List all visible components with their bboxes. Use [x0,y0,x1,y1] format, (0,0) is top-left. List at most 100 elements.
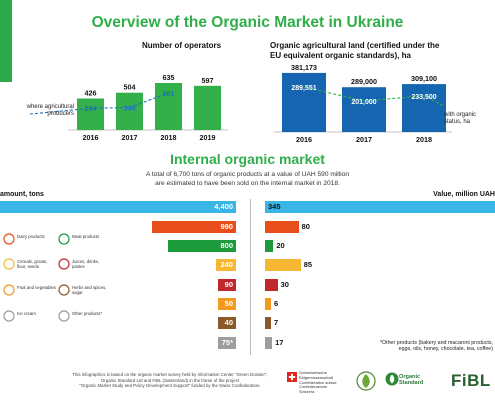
operators-producers-label: 294 [85,106,97,113]
operators-producers-line [29,92,169,115]
operators-bar [155,83,182,130]
herb-icon [58,284,70,296]
note-line-2: eggs, oils, honey, chocolate, tea, coffe… [398,346,493,353]
value-label: 7 [274,318,279,327]
herb-icon-shape [58,284,70,296]
fibl-logo: FiBL [451,371,491,390]
juice-icon-shape [58,258,70,270]
value-bar [265,279,278,291]
land-organic-label: 233,500 [411,94,436,101]
land-legend-label: with organic status, ha [444,112,477,125]
operators-bar [116,92,143,130]
footer-credits: This infographics is based on the organi… [60,372,280,389]
category-label: Fruit and vegetables [17,285,56,290]
category-label: Meat products [72,234,100,239]
value-bar [265,317,271,329]
operators-value-label: 504 [124,83,136,92]
value-label: 20 [276,241,285,250]
total-amount-bar: 4,400 [0,201,236,213]
land-organic-label: 201,000 [351,99,376,106]
amount-axis-label: amount, tons [0,191,44,198]
value-bar [265,298,271,310]
market-title: Internal organic market [170,151,325,167]
market-subtitle: A total of 6,700 tons of organic product… [0,171,495,188]
organic-standard-logo-text: Organic Standard [399,374,424,386]
operators-x-tick: 2016 [83,133,99,142]
market-subtitle-line-2: are estimated to have been sold on the i… [155,179,340,187]
category-label: Ice cream [17,311,36,316]
operators-chart-title: Number of operators [142,41,222,50]
note-line-1: *Other products (bakery and macaroni pro… [379,340,493,346]
amount-bar: 40 [218,317,236,329]
footer-line-1: This infographics is based on the organi… [72,372,268,377]
category-label: Juices, drinks, pastes [72,259,100,269]
green-side-stripe [0,0,12,82]
milk-icon-shape [3,233,15,245]
leaf-icon [58,310,70,322]
meat-icon-shape [58,233,70,245]
swiss-confederation-text: Schweizerische Eidgenossenschaft Confédé… [299,370,337,395]
footer-line-3: "Organic Market Study and Policy Develop… [79,383,261,388]
value-bar [265,337,273,349]
value-axis-label: Value, million UAH [433,191,495,198]
land-x-tick: 2018 [416,135,432,144]
ice-cream-icon [3,310,15,322]
grain-icon-shape [3,258,15,270]
land-x-tick: 2016 [296,135,312,144]
juice-icon [58,258,70,270]
vegetable-icon [3,284,15,296]
land-chart: 381,173 2016 289,000 2017 309,100 2018 289,551… [274,64,452,144]
footer-line-2: Organic Standard Ltd and FiBL (Switzerla… [100,377,240,383]
land-bar [282,72,326,132]
amount-bar: 75* [218,337,236,349]
land-chart-title: Organic agricultural land (certified und… [270,41,440,60]
operators-bar [77,98,104,130]
value-label: 85 [303,260,313,269]
amount-bar: 240 [215,259,236,271]
market-axis-divider [250,199,251,355]
ice-cream-icon-shape [3,310,15,322]
category-label: Dairy products [17,234,45,239]
category-label: Herbs and spices, sugar [72,285,107,295]
operators-x-tick: 2018 [161,133,177,142]
amount-bar: 90 [218,279,236,291]
page-title: Overview of the Organic Market in Ukrain… [91,14,404,31]
operators-value-label: 426 [85,88,97,97]
operators-x-tick: 2019 [200,133,216,142]
green-dossier-logo-icon [356,371,376,391]
operators-value-label: 597 [202,76,214,85]
category-label: Other products* [72,311,103,316]
organic-standard-logo-icon [385,372,399,386]
land-bar [402,84,446,132]
amount-bar: 990 [151,221,236,233]
operators-chart: 426 2016 504 2017 635 2018 597 2019 294 304 501 [29,73,228,142]
value-bar [265,221,299,233]
operators-producers-label: 501 [163,91,175,98]
value-label: 30 [280,280,289,289]
meat-icon [58,233,70,245]
land-value-label: 309,100 [411,74,437,83]
total-value-bar [265,201,495,213]
operators-bar [194,85,221,130]
operators-value-label: 635 [163,73,175,82]
land-value-label: 381,173 [291,64,317,72]
value-bar [265,240,274,252]
land-value-label: 289,000 [351,77,377,86]
operators-producers-label: 304 [124,106,136,113]
value-bar [265,259,301,271]
milk-icon [3,233,15,245]
total-value-label: 345 [268,202,281,211]
operators-legend-label: where agricultural producers [26,104,74,117]
value-label: 17 [275,338,284,347]
land-organic-label: 289,551 [291,85,316,92]
category-label: Cereals, groats, flour, seeds [17,259,48,269]
other-products-note: *Other products (bakery and macaroni pro… [293,340,493,353]
operators-x-tick: 2017 [122,133,138,142]
land-organic-line [303,86,445,107]
market-subtitle-line-1: A total of 6,700 tons of organic product… [145,171,350,178]
swiss-flag-icon [287,372,297,382]
amount-bar: 50 [218,298,236,310]
grain-icon [3,258,15,270]
amount-bar: 800 [168,240,236,252]
